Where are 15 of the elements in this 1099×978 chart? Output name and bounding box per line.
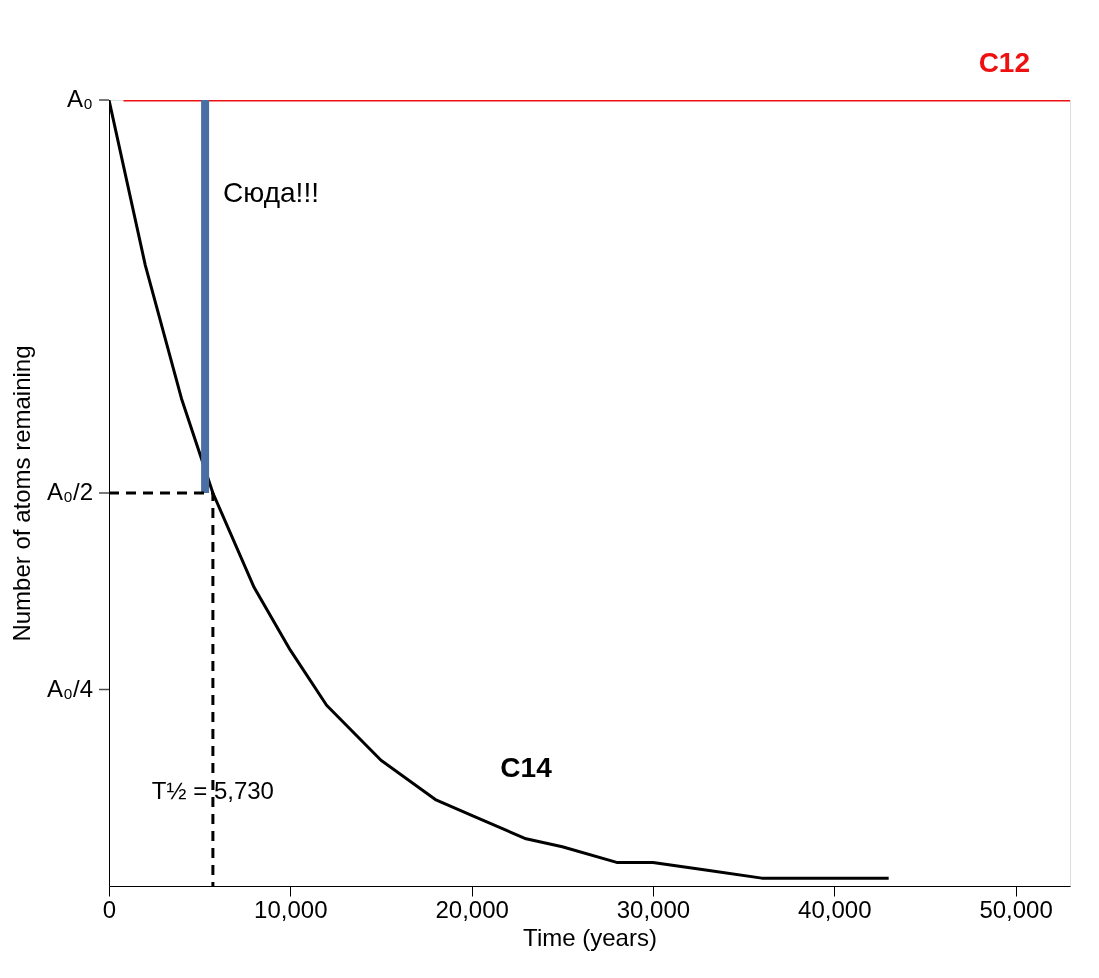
x-tick-label: 20,000 [435, 895, 509, 923]
series-label: C12 [978, 47, 1030, 78]
x-tick-label: 10,000 [254, 895, 328, 923]
x-tick-label: 40,000 [798, 895, 872, 923]
text: A₀/4 [47, 674, 93, 702]
x-axis-title: Time (years) [523, 923, 657, 951]
series-label: C14 [500, 751, 553, 783]
annotation: Сюда!!! [223, 177, 319, 209]
x-tick-label: 0 [102, 895, 117, 923]
annotation: T½ = 5,730 [151, 776, 274, 804]
y-axis-title: Number of atoms remaining [7, 345, 35, 642]
text: A₀/2 [47, 478, 93, 505]
text: A₀ [67, 85, 93, 112]
x-tick-label: 50,000 [979, 895, 1053, 923]
x-tick-label: 30,000 [616, 895, 691, 923]
